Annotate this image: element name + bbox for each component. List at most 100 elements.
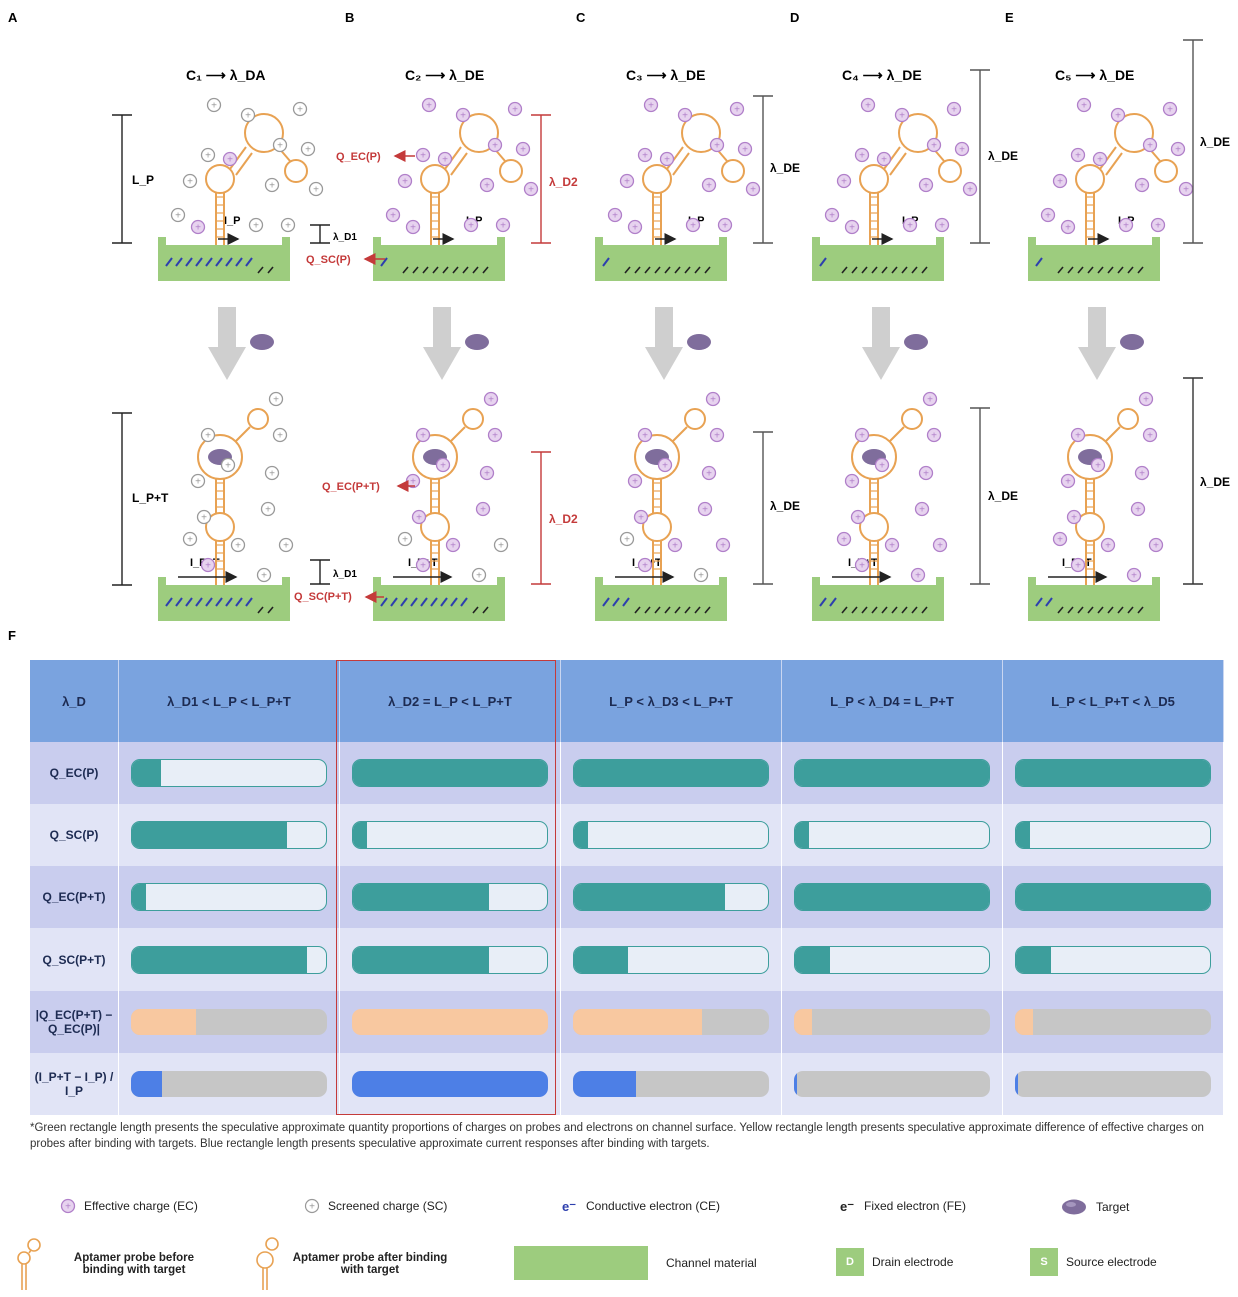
table-header-condition: L_P < λ_D4 = L_P+T	[781, 660, 1003, 742]
panel-label-d: D	[790, 10, 799, 25]
effective-charge	[415, 557, 431, 573]
charge-sign: +	[488, 395, 494, 406]
screened-charge	[493, 537, 509, 553]
conductive-electron	[215, 597, 223, 607]
conductive-electron	[245, 597, 253, 607]
channel-material	[373, 245, 505, 281]
conductive-electron	[400, 597, 408, 607]
effective-charge	[487, 137, 503, 153]
charge-sign: +	[672, 541, 678, 552]
charge-sign: +	[1057, 535, 1063, 546]
table-row-label: Q_SC(P+T)	[30, 928, 119, 991]
effective-charge	[729, 101, 745, 117]
table-cell	[118, 928, 340, 991]
table-cell	[560, 928, 782, 991]
fixed-electron	[891, 266, 898, 274]
charge-sign: +	[476, 571, 482, 582]
charge-sign: +	[923, 469, 929, 480]
charge-sign: +	[402, 177, 408, 188]
proportion-bar	[1015, 1008, 1211, 1035]
table-header-condition: λ_D2 = L_P < L_P+T	[339, 660, 561, 742]
effective-charge	[397, 173, 413, 189]
charge-sign: +	[648, 101, 654, 112]
screened-charge	[619, 531, 635, 547]
aptamer-loop	[205, 164, 235, 194]
conductive-electron	[819, 257, 827, 267]
table-cell	[339, 866, 561, 929]
legend-channel-label: Channel material	[666, 1256, 757, 1270]
proportion-bar	[573, 883, 769, 912]
channel-material-swatch	[514, 1246, 648, 1280]
charge-sign: +	[500, 221, 506, 232]
charge-sign: +	[1167, 105, 1173, 116]
charge-sign: +	[269, 181, 275, 192]
fixed-electron	[901, 606, 908, 614]
charge-sign: +	[931, 141, 937, 152]
charge-sign: +	[1183, 185, 1189, 196]
fixed-electron	[841, 266, 848, 274]
effective-charge	[946, 101, 962, 117]
charge-sign: +	[1139, 181, 1145, 192]
charge-sign: +	[706, 469, 712, 480]
charge-sign: +	[664, 155, 670, 166]
fixed-electron	[267, 266, 274, 274]
effective-charge	[705, 391, 721, 407]
table-header-condition: L_P < L_P+T < λ_D5	[1002, 660, 1224, 742]
table-cell	[1002, 928, 1224, 991]
charge-sign: +	[283, 541, 289, 552]
legend-effective-charge: + Effective charge (EC)	[60, 1198, 198, 1214]
charge-sign: +	[402, 535, 408, 546]
charge-sign: +	[690, 221, 696, 232]
effective-charge	[1070, 427, 1086, 443]
fixed-electron	[432, 266, 439, 274]
effective-charge	[475, 501, 491, 517]
screened-charge	[292, 101, 308, 117]
fixed-electron	[674, 266, 681, 274]
equation-b: C₂ ⟶ λ_DE	[405, 67, 484, 83]
table-row: Q_SC(P+T)	[30, 928, 1224, 991]
process-arrow-shaft	[655, 307, 673, 347]
charge-sign: +	[187, 535, 193, 546]
target-molecule	[1120, 334, 1144, 350]
aptamer-probe-after-icon	[256, 1237, 279, 1290]
fixed-electron	[654, 266, 661, 274]
proportion-bar	[794, 1008, 990, 1035]
proportion-bar	[131, 821, 327, 850]
table-row-label: (I_P+T − I_P) / I_P	[30, 1052, 119, 1115]
effective-charge	[934, 217, 950, 233]
table-cell	[339, 742, 561, 805]
effective-charge	[659, 151, 675, 167]
proportion-bar	[573, 945, 769, 974]
process-arrow-shaft	[1088, 307, 1106, 347]
charge-sign: +	[742, 145, 748, 156]
charge-label-b-top-sc: Q_SC(P)	[306, 254, 351, 266]
conductive-electron	[440, 597, 448, 607]
table-cell	[781, 990, 1003, 1053]
fixed-electron	[472, 606, 479, 614]
aptamer-strand	[450, 152, 468, 176]
aptamer-loop	[1114, 113, 1154, 153]
effective-charge	[1076, 97, 1092, 113]
effective-charge	[415, 147, 431, 163]
table-row: |Q_EC(P+T) − Q_EC(P)|	[30, 990, 1224, 1053]
charge-sign: +	[829, 211, 835, 222]
aptamer-strand	[450, 426, 466, 442]
fixed-electron	[624, 266, 631, 274]
charge-sign: +	[859, 151, 865, 162]
charge-sign: +	[460, 111, 466, 122]
legend-probe-before: Aptamer probe before binding with target	[12, 1236, 214, 1292]
table-body: Q_EC(P) Q_SC(P) Q_EC(P+T) Q_SC(P+T) |Q_EC(P+…	[30, 742, 1224, 1115]
aptamer-loop	[197, 434, 243, 480]
drain-electrode-swatch: D	[836, 1248, 864, 1276]
process-arrow-shaft	[433, 307, 451, 347]
fixed-electron	[472, 266, 479, 274]
charge-label-b-top-ec: Q_EC(P)	[336, 151, 381, 163]
conductive-electron	[380, 597, 388, 607]
fixed-electron	[684, 606, 691, 614]
effective-charge	[836, 173, 852, 189]
proportion-bar-fill	[1016, 822, 1030, 849]
fixed-electron	[921, 606, 928, 614]
table-row: (I_P+T − I_P) / I_P	[30, 1052, 1224, 1115]
legend-target: Target	[1060, 1198, 1129, 1216]
drain-electrode	[719, 237, 727, 247]
